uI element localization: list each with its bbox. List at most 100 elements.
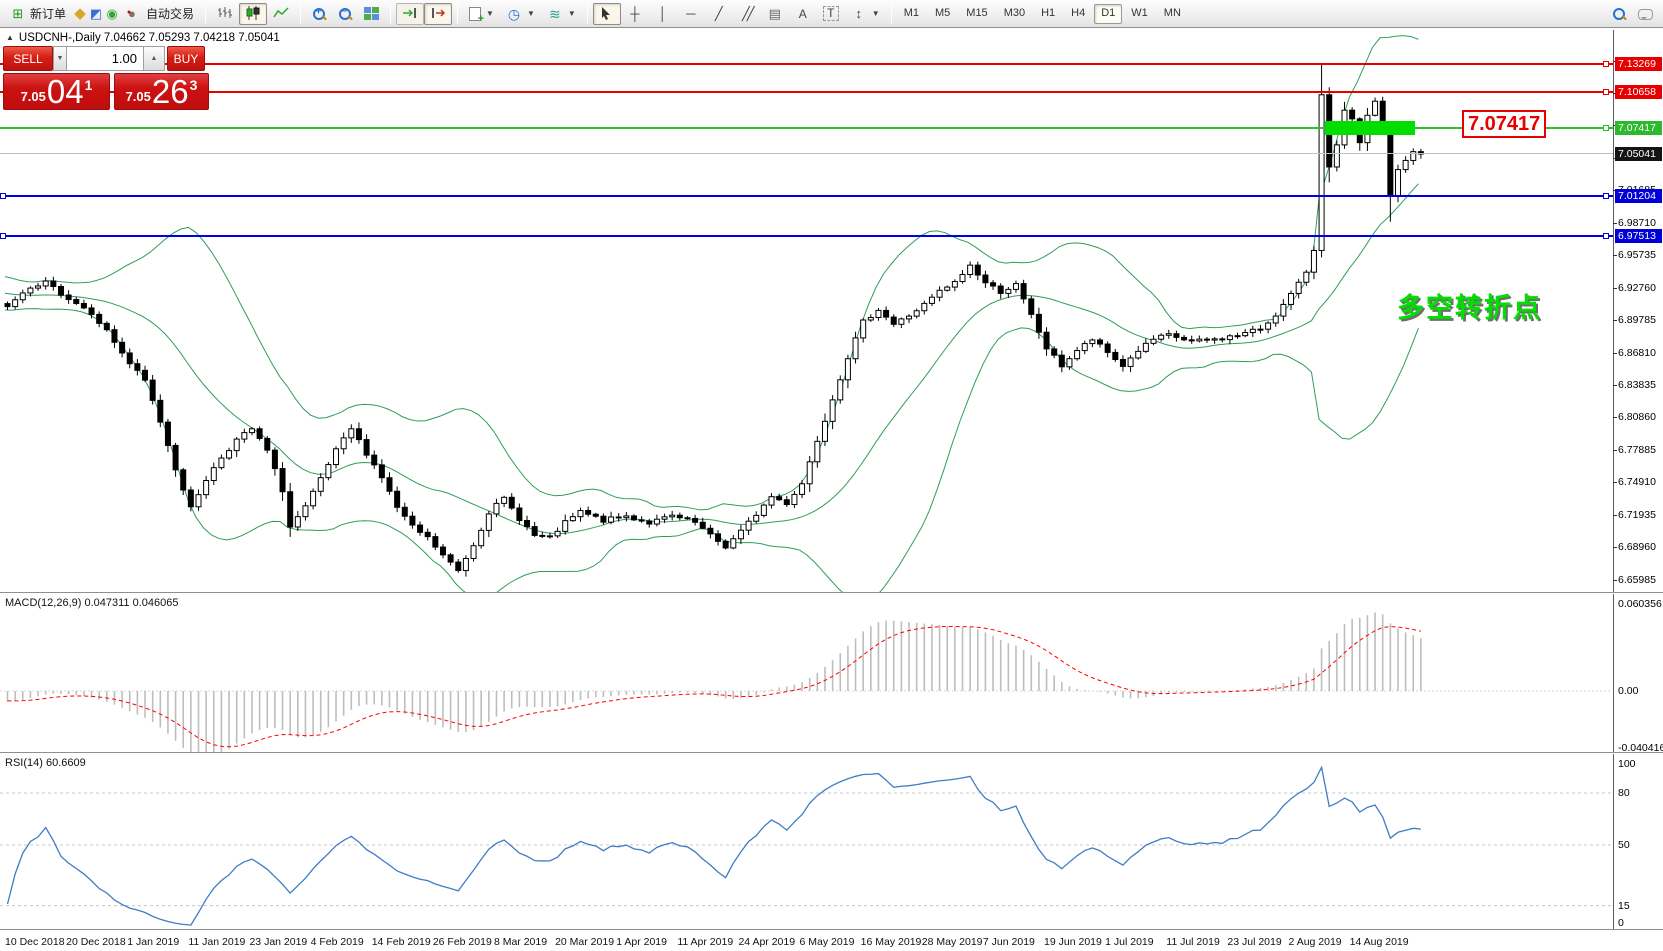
timeframe-button-d1[interactable]: D1 [1094,3,1123,24]
horizontal-line-object[interactable] [0,63,1613,65]
autotrading-button[interactable]: ●● 自动交易 [120,3,200,25]
text-label-tool-button[interactable]: T [817,3,845,25]
candlestick-chart-button[interactable] [239,2,268,25]
price-tick-label: 6.65985 [1618,573,1656,586]
price-tick-label: 6.80860 [1618,411,1656,424]
templates-button[interactable]: ≋ ▼ [541,3,582,25]
volume-input[interactable] [67,46,143,71]
horizontal-line-object[interactable] [0,194,1613,197]
price-badge: 7.01204 [1615,188,1662,203]
rsi-panel-separator[interactable] [0,752,1663,754]
horizontal-line-object[interactable] [0,126,1613,129]
chat-icon [1638,9,1653,20]
price-tick-mark [1613,547,1617,549]
horizontal-line-object[interactable] [0,91,1613,94]
price-tick-mark [1613,579,1617,581]
fibonacci-tool-button[interactable]: ▤ [761,3,789,25]
line-handle[interactable] [0,192,6,199]
volume-increase-button[interactable]: ▲ [143,46,165,71]
crosshair-tool-button[interactable]: ┼ [621,3,649,25]
price-callout-label[interactable]: 7.07417 [1462,110,1547,138]
vertical-line-tool-button[interactable]: │ [649,3,677,25]
zoom-in-button[interactable]: + [306,3,332,25]
date-tick-label: 20 Dec 2018 [66,936,126,948]
chat-button[interactable] [1632,3,1659,25]
text-tool-button[interactable]: A [789,3,817,25]
periods-button[interactable]: ◷ ▼ [507,5,535,22]
macd-panel-separator[interactable] [0,592,1663,594]
timeframe-button-w1[interactable]: W1 [1131,6,1148,19]
signals-icon[interactable]: ◉ [106,5,118,21]
timeframe-button-m5[interactable]: M5 [935,6,951,19]
periods-clock-icon: ◷ [507,5,521,22]
arrows-tool-button[interactable]: ↕ ▼ [845,3,886,25]
horizontal-line-tool-button[interactable]: ─ [677,3,705,25]
sell-price-button[interactable]: 7.05 04 1 [3,73,110,110]
price-badge: 7.10658 [1615,85,1662,100]
date-tick-label: 20 Mar 2019 [555,936,615,948]
sell-button[interactable]: SELL [3,46,53,71]
new-order-button[interactable]: ⊞ 新订单 [4,3,72,25]
price-axis-border [1613,30,1614,930]
timeframe-button-m1[interactable]: M1 [903,6,919,19]
price-badge: 7.07417 [1615,120,1662,135]
buy-button[interactable]: BUY [167,46,205,71]
line-chart-button[interactable] [267,3,295,25]
sell-price-big: 04 [46,73,84,110]
cursor-icon [601,6,610,20]
text-label-icon: T [822,6,839,21]
timeframe-button-h4[interactable]: H4 [1071,6,1086,19]
market-depth-icon[interactable]: ◩ [89,5,103,21]
toolbar-separator [890,3,892,24]
date-tick-label: 1 Jul 2019 [1105,936,1154,948]
date-tick-label: 11 Apr 2019 [677,936,734,948]
price-badge: 7.13269 [1615,57,1662,71]
toolbar-separator [300,3,302,24]
metaeditor-icon[interactable]: ◆ [74,4,86,22]
candlestick-chart-icon [246,5,260,20]
date-tick-label: 2 Aug 2019 [1288,936,1342,948]
line-handle[interactable] [1603,232,1609,239]
sell-price-sup: 1 [84,77,93,93]
macd-canvas[interactable] [0,594,1613,752]
timeframe-button-h1[interactable]: H1 [1041,6,1056,19]
bar-chart-button[interactable] [211,3,239,25]
rsi-canvas[interactable] [0,754,1613,930]
highlight-rectangle-object[interactable] [1325,120,1415,135]
collapse-trade-panel-icon[interactable]: ▲ [6,33,14,42]
timeframe-button-mn[interactable]: MN [1163,6,1181,19]
cursor-tool-button[interactable] [592,2,621,25]
line-handle[interactable] [1603,89,1609,96]
channel-tool-button[interactable]: ╱╱ [733,3,761,25]
trendline-tool-button[interactable]: ╱ [705,3,733,25]
annotation-text[interactable]: 多空转折点 [1397,293,1542,323]
line-chart-icon [273,6,289,17]
date-tick-label: 1 Apr 2019 [616,936,667,948]
horizontal-line-object[interactable] [0,153,1613,155]
tile-windows-button[interactable] [358,3,385,25]
zoom-out-button[interactable]: − [332,3,358,25]
search-icon [1612,7,1626,21]
timeframe-button-m30[interactable]: M30 [1003,6,1026,19]
toolbar: ⊞ 新订单 ◆ ◩ ◉ ●● 自动交易 + − + ▼ ◷ ▼ ≋ ▼ ┼ │ ─ ╱… [0,0,1663,28]
autotrading-label: 自动交易 [146,7,195,21]
chart-shift-button[interactable] [424,2,453,25]
fibonacci-icon: ▤ [768,5,781,21]
buy-price-button[interactable]: 7.05 26 3 [114,73,209,110]
search-button[interactable] [1606,3,1632,25]
line-handle[interactable] [1603,192,1609,199]
volume-decrease-button[interactable]: ▼ [53,46,67,71]
line-handle[interactable] [0,232,6,239]
timeframe-button-m15[interactable]: M15 [966,6,988,19]
toolbar-separator [390,3,392,24]
line-handle[interactable] [1603,61,1609,67]
horizontal-line-object[interactable] [0,234,1613,237]
main-chart-canvas[interactable] [0,30,1613,592]
line-handle[interactable] [1603,124,1609,131]
indicators-button[interactable]: + ▼ [463,3,500,25]
auto-scroll-button[interactable] [396,2,425,25]
date-tick-label: 19 Jun 2019 [1044,936,1102,948]
equidistant-channel-icon: ╱╱ [741,5,755,21]
price-tick-label: 6.74910 [1618,476,1656,489]
